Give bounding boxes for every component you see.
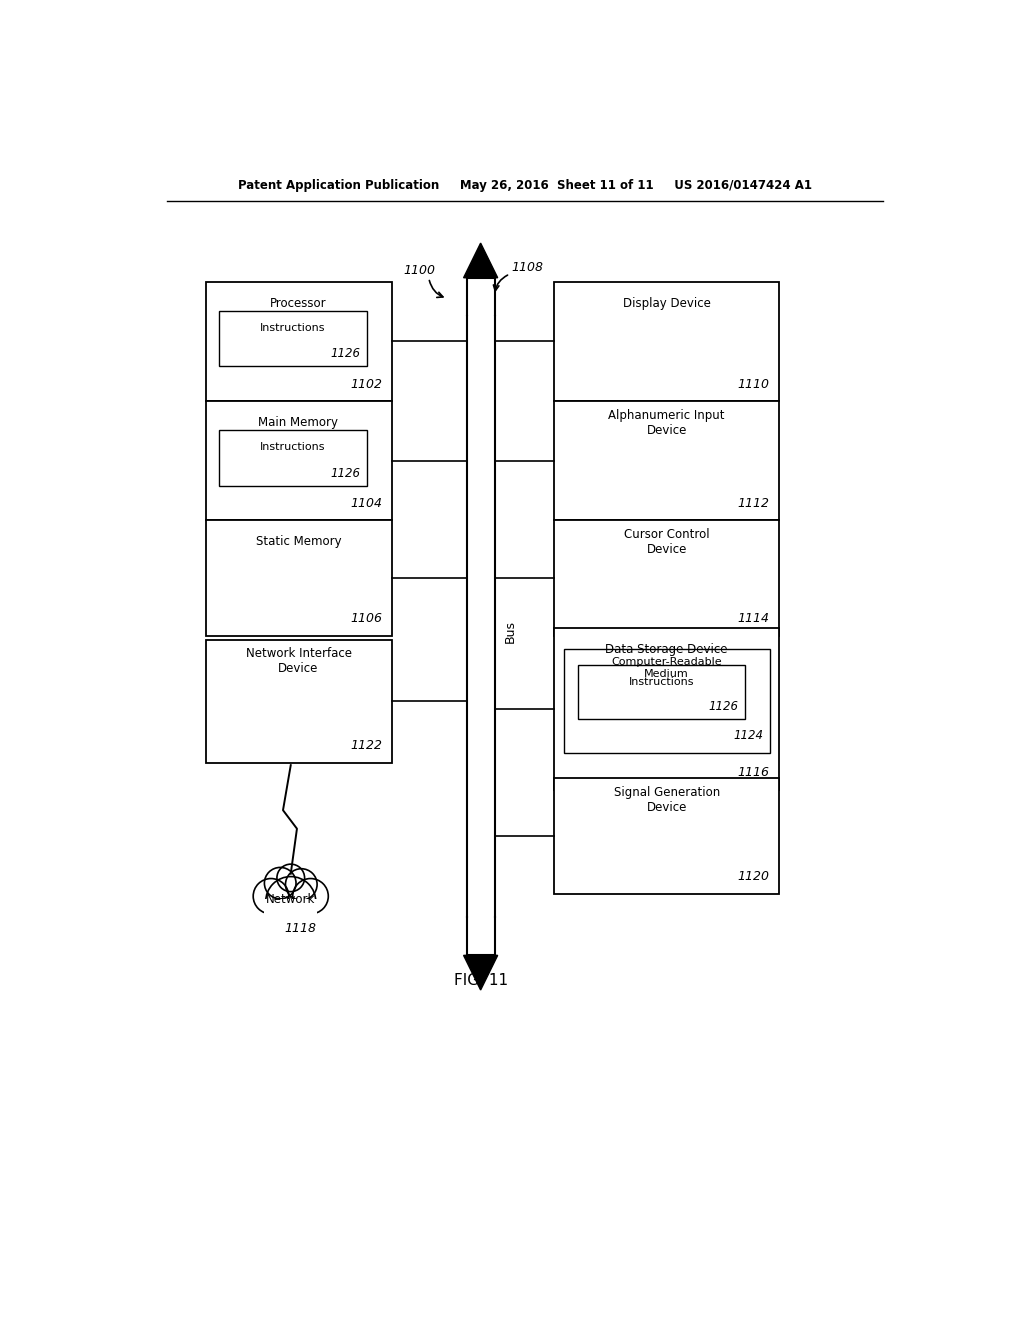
Text: 1124: 1124 <box>733 730 764 742</box>
Text: 1116: 1116 <box>737 767 770 779</box>
Text: 1118: 1118 <box>284 921 316 935</box>
Text: Signal Generation
Device: Signal Generation Device <box>613 785 720 814</box>
Text: Processor: Processor <box>270 297 327 310</box>
FancyBboxPatch shape <box>206 281 391 401</box>
Text: 1126: 1126 <box>709 700 738 713</box>
Text: 1106: 1106 <box>350 612 382 626</box>
Text: Cursor Control
Device: Cursor Control Device <box>624 528 710 556</box>
Text: Alphanumeric Input
Device: Alphanumeric Input Device <box>608 408 725 437</box>
Text: Instructions: Instructions <box>629 677 694 686</box>
Text: Bus: Bus <box>504 620 516 643</box>
FancyBboxPatch shape <box>578 665 744 719</box>
Text: Computer-Readable
Medium: Computer-Readable Medium <box>611 657 722 678</box>
Text: 1120: 1120 <box>737 870 770 883</box>
FancyBboxPatch shape <box>554 628 779 789</box>
Text: Network: Network <box>266 894 315 907</box>
Text: 1114: 1114 <box>737 612 770 626</box>
FancyBboxPatch shape <box>554 401 779 520</box>
FancyBboxPatch shape <box>554 779 779 894</box>
Circle shape <box>286 869 317 900</box>
Text: Instructions: Instructions <box>260 323 326 333</box>
Bar <box>264 899 317 928</box>
Text: Main Memory: Main Memory <box>258 416 339 429</box>
FancyBboxPatch shape <box>219 430 367 486</box>
Text: Static Memory: Static Memory <box>256 536 341 548</box>
Text: Instructions: Instructions <box>260 442 326 453</box>
Polygon shape <box>464 243 498 277</box>
Text: 1122: 1122 <box>350 739 382 752</box>
Circle shape <box>264 867 296 899</box>
Circle shape <box>265 876 315 927</box>
Text: Network Interface
Device: Network Interface Device <box>246 647 351 676</box>
Circle shape <box>293 879 329 913</box>
Text: 1102: 1102 <box>350 378 382 391</box>
Text: 1110: 1110 <box>737 378 770 391</box>
FancyBboxPatch shape <box>554 281 779 401</box>
FancyBboxPatch shape <box>206 520 391 636</box>
Text: 1108: 1108 <box>512 261 544 275</box>
Circle shape <box>276 865 304 891</box>
Text: 1112: 1112 <box>737 496 770 510</box>
Text: Patent Application Publication     May 26, 2016  Sheet 11 of 11     US 2016/0147: Patent Application Publication May 26, 2… <box>238 178 812 191</box>
FancyBboxPatch shape <box>206 401 391 520</box>
Text: 1100: 1100 <box>403 264 435 277</box>
Text: 1126: 1126 <box>331 467 360 480</box>
Text: Display Device: Display Device <box>623 297 711 310</box>
Circle shape <box>253 879 289 913</box>
Text: 1126: 1126 <box>331 347 360 360</box>
FancyBboxPatch shape <box>563 649 770 752</box>
Text: 1104: 1104 <box>350 496 382 510</box>
Polygon shape <box>464 956 498 990</box>
FancyBboxPatch shape <box>219 312 367 367</box>
FancyBboxPatch shape <box>554 520 779 636</box>
Text: Data Storage Device: Data Storage Device <box>605 643 728 656</box>
FancyBboxPatch shape <box>206 640 391 763</box>
Text: FIG. 11: FIG. 11 <box>454 973 508 989</box>
